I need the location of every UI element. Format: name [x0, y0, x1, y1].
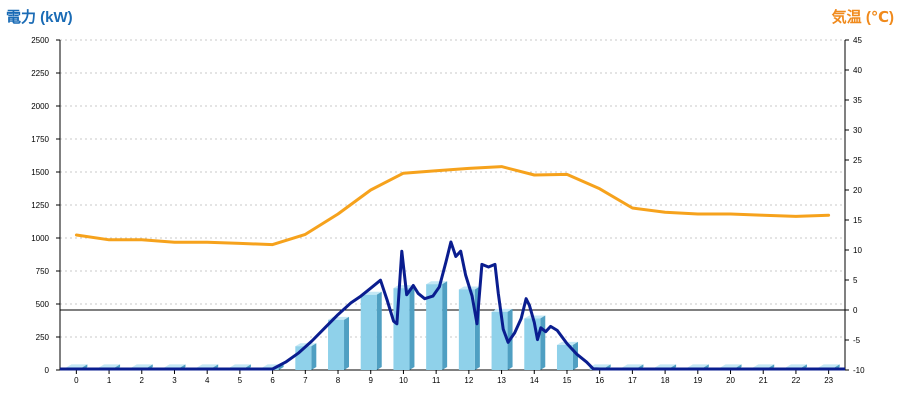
- x-tick-label: 22: [791, 376, 800, 385]
- bar: [556, 344, 573, 370]
- left-tick-label: 500: [36, 300, 50, 309]
- x-tick-label: 21: [759, 376, 768, 385]
- bar-top: [687, 364, 709, 368]
- bar: [426, 284, 443, 370]
- x-tick-label: 14: [530, 376, 539, 385]
- bar-top: [66, 364, 88, 368]
- x-tick-label: 19: [693, 376, 702, 385]
- right-tick-label: 5: [853, 276, 858, 285]
- bar-side: [344, 316, 350, 370]
- bar-top: [197, 364, 219, 368]
- left-tick-label: 2000: [31, 102, 49, 111]
- left-tick-label: 0: [45, 366, 50, 375]
- bar-side: [311, 343, 317, 370]
- bar-side: [442, 281, 448, 370]
- bar-top: [655, 364, 677, 368]
- bar-top: [589, 364, 611, 368]
- x-tick-label: 11: [432, 376, 441, 385]
- x-tick-label: 0: [74, 376, 79, 385]
- x-tick-label: 7: [303, 376, 308, 385]
- bar-top: [524, 315, 546, 319]
- right-tick-label: -5: [853, 336, 861, 345]
- right-tick-label: 30: [853, 126, 862, 135]
- x-tick-label: 12: [464, 376, 473, 385]
- bar-top: [818, 364, 840, 368]
- x-tick-label: 3: [172, 376, 177, 385]
- right-tick-label: 10: [853, 246, 862, 255]
- left-tick-label: 750: [36, 267, 50, 276]
- bar-top: [753, 364, 775, 368]
- bar-top: [622, 364, 644, 368]
- x-tick-label: 9: [369, 376, 374, 385]
- bar-top: [99, 364, 121, 368]
- bar-top: [229, 364, 251, 368]
- x-tick-label: 2: [140, 376, 145, 385]
- bar-side: [409, 285, 415, 370]
- right-tick-label: 20: [853, 186, 862, 195]
- right-tick-label: 40: [853, 66, 862, 75]
- bar-side: [572, 341, 578, 370]
- bar: [524, 318, 541, 370]
- left-tick-label: 1250: [31, 201, 49, 210]
- left-axis-title: 電力 (kW): [6, 9, 73, 26]
- x-tick-label: 8: [336, 376, 341, 385]
- x-tick-label: 17: [628, 376, 637, 385]
- bar-top: [131, 364, 153, 368]
- bar-side: [278, 364, 284, 370]
- right-tick-label: 25: [853, 156, 862, 165]
- bar-top: [785, 364, 807, 368]
- bar: [458, 289, 475, 370]
- x-tick-label: 18: [661, 376, 670, 385]
- bar-top: [720, 364, 742, 368]
- right-tick-label: -10: [853, 366, 865, 375]
- temperature-line: [74, 165, 831, 247]
- left-tick-label: 2250: [31, 69, 49, 78]
- x-tick-label: 5: [238, 376, 243, 385]
- x-tick-label: 1: [107, 376, 112, 385]
- x-tick-label: 13: [497, 376, 506, 385]
- x-tick-label: 20: [726, 376, 735, 385]
- right-tick-label: 0: [853, 306, 858, 315]
- left-tick-label: 1750: [31, 135, 49, 144]
- x-tick-label: 10: [399, 376, 408, 385]
- right-tick-label: 45: [853, 36, 862, 45]
- x-tick-label: 4: [205, 376, 210, 385]
- bar: [360, 294, 377, 370]
- x-tick-label: 15: [563, 376, 572, 385]
- right-axis-title: 気温 (℃): [831, 9, 894, 26]
- right-tick-label: 35: [853, 96, 862, 105]
- x-tick-label: 23: [824, 376, 833, 385]
- power-line: [271, 240, 831, 371]
- x-tick-label: 6: [270, 376, 275, 385]
- left-tick-label: 2500: [31, 36, 49, 45]
- bar: [328, 319, 345, 370]
- left-tick-label: 250: [36, 333, 50, 342]
- right-tick-label: 15: [853, 216, 862, 225]
- bar-side: [376, 291, 382, 370]
- bar: [491, 311, 508, 370]
- bar-top: [164, 364, 186, 368]
- left-tick-label: 1500: [31, 168, 49, 177]
- bar: [393, 288, 410, 370]
- x-tick-label: 16: [595, 376, 604, 385]
- bar-side: [540, 315, 546, 370]
- left-tick-label: 1000: [31, 234, 49, 243]
